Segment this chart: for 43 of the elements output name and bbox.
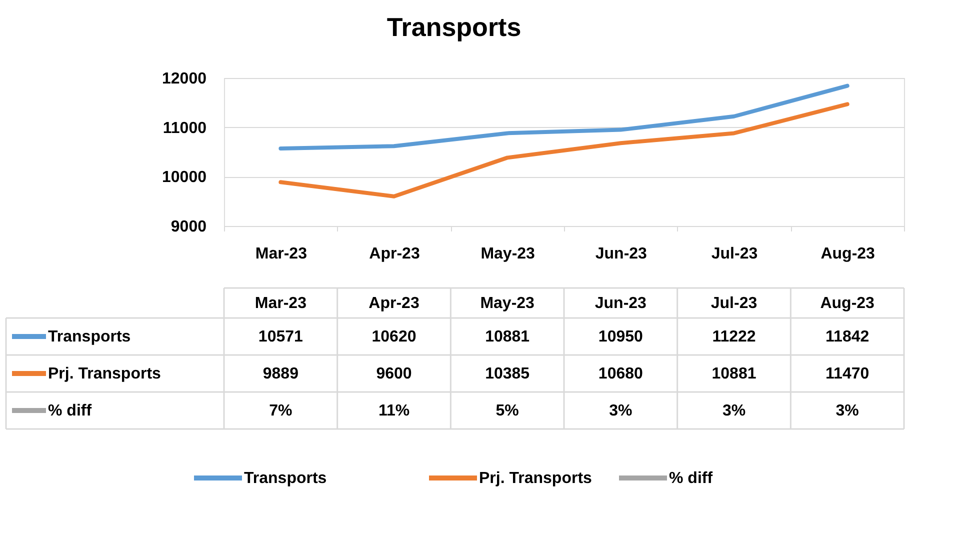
x-tick-label: Jun-23 [595, 246, 648, 262]
text: 5% [496, 402, 519, 420]
category-label: May-23 [480, 295, 534, 312]
data-label: 10680 [598, 366, 644, 382]
legend-label: Prj. Transports [48, 366, 162, 382]
data-label: 10620 [372, 328, 416, 346]
category-label: Aug-23 [820, 295, 874, 312]
x-tick-label: Aug-23 [820, 246, 876, 262]
text: Prj. Transports [479, 470, 592, 487]
data-label: 9600 [376, 366, 412, 382]
y-tick-label: 9000 [170, 218, 207, 236]
y-tick-label: 12000 [162, 70, 207, 88]
text: 3% [609, 402, 632, 420]
text: Transports [244, 470, 327, 487]
data-label: 10385 [485, 366, 530, 382]
category-label: Mar-23 [254, 295, 306, 312]
y-tick-label: 10000 [162, 169, 207, 186]
data-label: 11222 [712, 328, 756, 346]
text: % diff [669, 470, 713, 487]
x-tick-label: Mar-23 [255, 246, 308, 262]
category-label: Jul-23 [710, 295, 758, 312]
text: 3% [722, 402, 746, 420]
data-label: 9889 [262, 366, 299, 382]
data-label: 11842 [826, 328, 870, 346]
data-label: 10881 [485, 328, 530, 346]
line-series [278, 102, 850, 198]
data-label: 10881 [712, 366, 756, 382]
chart-title: Transports [386, 12, 522, 42]
text: 7% [269, 402, 292, 420]
data-label: 10571 [258, 328, 304, 346]
text: 3% [836, 402, 859, 420]
legend-label: Transports [48, 328, 131, 346]
y-tick-label: 11000 [162, 120, 207, 137]
x-tick-label: Jul-23 [711, 246, 758, 262]
x-tick-label: Apr-23 [369, 246, 420, 262]
legend-label: % diff [48, 402, 92, 420]
data-label: 11470 [826, 366, 870, 382]
category-label: Jun-23 [594, 295, 646, 312]
category-label: Apr-23 [368, 295, 420, 312]
x-tick-label: May-23 [480, 246, 536, 262]
data-label: 10950 [598, 328, 644, 346]
line-series [278, 84, 850, 150]
text: 11% [378, 402, 410, 420]
